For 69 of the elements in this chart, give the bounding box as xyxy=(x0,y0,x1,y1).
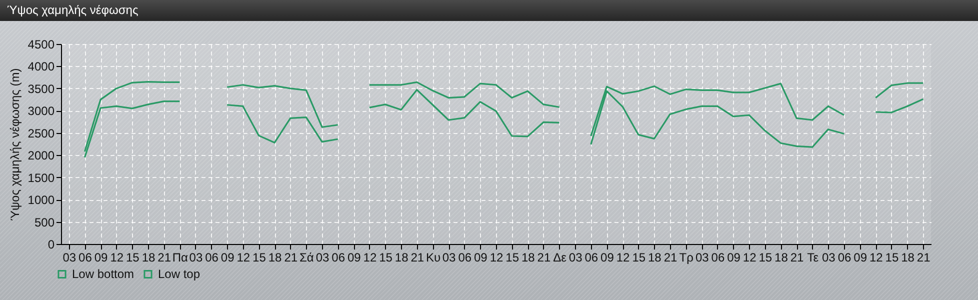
x-tick-label: 12 xyxy=(742,250,757,264)
x-tick-label: 06 xyxy=(838,250,852,264)
x-tick-label: 09 xyxy=(347,250,362,264)
x-tick-label: 03 xyxy=(568,250,583,264)
y-tick-label: 2500 xyxy=(28,126,55,140)
x-tick-label: 18 xyxy=(268,250,282,264)
x-tick-label: Τρ xyxy=(679,250,694,264)
y-tick-label: 4500 xyxy=(28,38,55,52)
x-tick-label: 21 xyxy=(537,250,551,264)
x-tick-label: 18 xyxy=(901,250,915,264)
x-tick-label: Τε xyxy=(807,250,820,264)
y-tick-label: 500 xyxy=(34,215,55,230)
y-axis-title: Ύψος χαμηλής νέφωσης (m) xyxy=(8,68,22,221)
x-tick-label: 06 xyxy=(584,250,598,264)
y-tick-label: 4000 xyxy=(28,60,55,74)
y-tick-label: 0 xyxy=(48,238,55,252)
x-tick-label: 03 xyxy=(62,250,76,264)
x-tick-label: 09 xyxy=(474,250,488,264)
x-tick-label: 12 xyxy=(363,250,377,264)
x-tick-label: 09 xyxy=(854,250,868,264)
x-tick-label: 21 xyxy=(284,250,298,264)
x-tick-label: 21 xyxy=(790,250,804,264)
x-tick-label: 09 xyxy=(94,250,108,264)
x-tick-label: 15 xyxy=(885,250,899,264)
chart-title: Ύψος χαμηλής νέφωσης xyxy=(0,0,978,21)
y-tick-label: 1000 xyxy=(28,193,55,208)
x-tick-label: 09 xyxy=(727,250,741,264)
x-tick-label: 03 xyxy=(822,250,836,264)
x-tick-label: 18 xyxy=(142,250,156,264)
x-tick-label: 06 xyxy=(458,250,472,264)
x-tick-label: 09 xyxy=(600,250,614,264)
x-tick-label: 21 xyxy=(916,250,931,264)
x-tick-label: 06 xyxy=(711,250,725,264)
y-tick-label: 3500 xyxy=(28,82,55,96)
x-tick-label: 06 xyxy=(332,250,346,264)
x-tick-label: 03 xyxy=(316,250,330,264)
x-tick-label: 12 xyxy=(110,250,124,264)
x-tick-label: 03 xyxy=(189,250,203,264)
x-tick-label: 21 xyxy=(410,250,424,264)
x-tick-label: 06 xyxy=(78,250,92,264)
x-tick-label: Πα xyxy=(172,250,188,264)
x-tick-label: 15 xyxy=(758,250,772,264)
x-tick-label: 18 xyxy=(521,250,536,264)
legend-label: Low top xyxy=(158,267,200,282)
legend-label: Low bottom xyxy=(72,267,134,282)
x-tick-label: 21 xyxy=(158,250,172,264)
x-tick-label: 18 xyxy=(774,250,788,264)
x-tick-label: 21 xyxy=(664,250,678,264)
y-tick-label: 1500 xyxy=(28,170,55,185)
y-tick-label: 2000 xyxy=(28,148,55,163)
x-tick-label: 18 xyxy=(394,250,409,264)
y-tick-label: 3000 xyxy=(28,104,55,118)
x-tick-label: 15 xyxy=(126,250,140,264)
x-tick-label: 12 xyxy=(616,250,630,264)
x-tick-label: 15 xyxy=(632,250,646,264)
x-tick-label: 12 xyxy=(236,250,250,264)
x-tick-label: 15 xyxy=(506,250,520,264)
x-tick-label: 12 xyxy=(490,250,504,264)
x-tick-label: 15 xyxy=(379,250,393,264)
x-tick-label: Κυ xyxy=(426,250,441,264)
x-tick-label: 09 xyxy=(220,250,235,264)
x-tick-label: 03 xyxy=(442,250,456,264)
x-tick-label: 12 xyxy=(869,250,884,264)
x-tick-label: 18 xyxy=(648,250,662,264)
x-tick-label: Δε xyxy=(553,250,568,264)
x-tick-label: Σά xyxy=(300,250,314,264)
x-tick-label: 15 xyxy=(252,250,266,264)
x-tick-label: 03 xyxy=(695,250,710,264)
x-tick-label: 06 xyxy=(205,250,219,264)
